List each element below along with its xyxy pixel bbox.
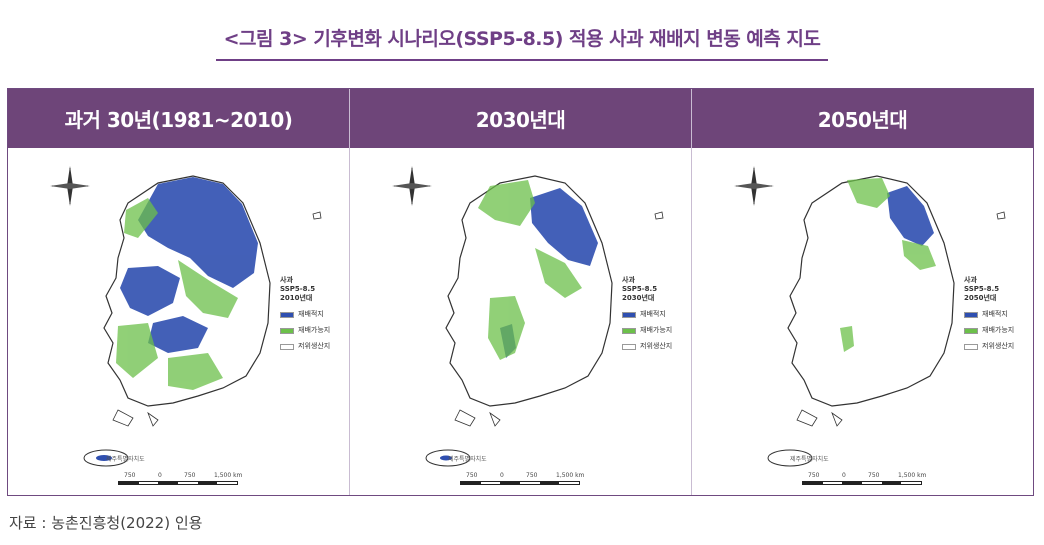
legend-item-low: 저위생산지 bbox=[622, 342, 672, 351]
panel-header: 2050년대 bbox=[692, 89, 1033, 148]
legend-item-possible: 재배가능지 bbox=[622, 326, 672, 335]
suitable-region-2050s bbox=[887, 186, 934, 246]
compass-icon bbox=[734, 166, 774, 206]
map-legend: 사과 SSP5-8.5 2030년대 재배적지 재배가능지 저위생산지 bbox=[622, 276, 672, 351]
islands bbox=[112, 211, 322, 427]
legend-title-line: SSP5-8.5 bbox=[622, 285, 658, 293]
map-area: 사과 SSP5-8.5 2010년대 재배적지 재배가능지 저위생산지 제주특별… bbox=[8, 148, 349, 495]
legend-title-line: SSP5-8.5 bbox=[964, 285, 1000, 293]
legend-item-possible: 재배가능지 bbox=[964, 326, 1014, 335]
korea-map bbox=[734, 166, 1006, 467]
legend-title-line: 2030년대 bbox=[622, 294, 655, 302]
map-area: 사과 SSP5-8.5 2050년대 재배적지 재배가능지 저위생산지 제주특별… bbox=[692, 148, 1033, 495]
legend-title-line: 2010년대 bbox=[280, 294, 313, 302]
legend-item-low: 저위생산지 bbox=[964, 342, 1014, 351]
possible-region-past bbox=[116, 198, 238, 390]
legend-item-suitable: 재배적지 bbox=[964, 310, 1014, 319]
legend-title-line: 사과 bbox=[964, 276, 977, 284]
islands bbox=[454, 211, 664, 427]
figure-title: <그림 3> 기후변화 시나리오(SSP5-8.5) 적용 사과 재배지 변동 … bbox=[215, 24, 829, 61]
jeju-label: 제주특별자치도 bbox=[106, 456, 145, 463]
korea-map bbox=[392, 166, 664, 467]
jeju-island bbox=[83, 449, 129, 467]
suitable-region-past bbox=[120, 177, 258, 353]
legend-title-line: 사과 bbox=[622, 276, 635, 284]
panel-header: 2030년대 bbox=[350, 89, 691, 148]
jeju-label: 제주특별자치도 bbox=[448, 456, 487, 463]
figure-frame: 과거 30년(1981~2010) bbox=[7, 88, 1034, 496]
compass-icon bbox=[392, 166, 432, 206]
legend-item-suitable: 재배적지 bbox=[622, 310, 672, 319]
legend-item-low: 저위생산지 bbox=[280, 342, 330, 351]
jeju-island bbox=[767, 449, 813, 467]
map-area: 사과 SSP5-8.5 2030년대 재배적지 재배가능지 저위생산지 제주특별… bbox=[350, 148, 691, 495]
scale-bar: 750 0 750 1,500 km bbox=[118, 472, 258, 485]
map-legend: 사과 SSP5-8.5 2050년대 재배적지 재배가능지 저위생산지 bbox=[964, 276, 1014, 351]
jeju-island bbox=[425, 449, 471, 467]
panel-2030s: 2030년대 bbox=[350, 89, 692, 495]
source-note: 자료 : 농촌진흥청(2022) 인용 bbox=[9, 514, 203, 532]
scale-bar: 750 0 750 1,500 km bbox=[460, 472, 600, 485]
jeju-label: 제주특별자치도 bbox=[790, 456, 829, 463]
panel-header: 과거 30년(1981~2010) bbox=[8, 89, 349, 148]
panel-past: 과거 30년(1981~2010) bbox=[8, 89, 350, 495]
islands bbox=[796, 211, 1006, 427]
compass-icon bbox=[50, 166, 90, 206]
figure-title-area: <그림 3> 기후변화 시나리오(SSP5-8.5) 적용 사과 재배지 변동 … bbox=[0, 0, 1044, 70]
map-legend: 사과 SSP5-8.5 2010년대 재배적지 재배가능지 저위생산지 bbox=[280, 276, 330, 351]
possible-region-2030s bbox=[478, 180, 582, 360]
legend-title-line: 사과 bbox=[280, 276, 293, 284]
legend-title-line: 2050년대 bbox=[964, 294, 997, 302]
legend-item-possible: 재배가능지 bbox=[280, 326, 330, 335]
scale-bar: 750 0 750 1,500 km bbox=[802, 472, 942, 485]
possible-region-2050s bbox=[840, 178, 936, 352]
legend-title-line: SSP5-8.5 bbox=[280, 285, 316, 293]
korea-map bbox=[50, 166, 322, 467]
panel-2050s: 2050년대 bbox=[692, 89, 1033, 495]
peninsula-outline bbox=[787, 175, 955, 407]
legend-item-suitable: 재배적지 bbox=[280, 310, 330, 319]
